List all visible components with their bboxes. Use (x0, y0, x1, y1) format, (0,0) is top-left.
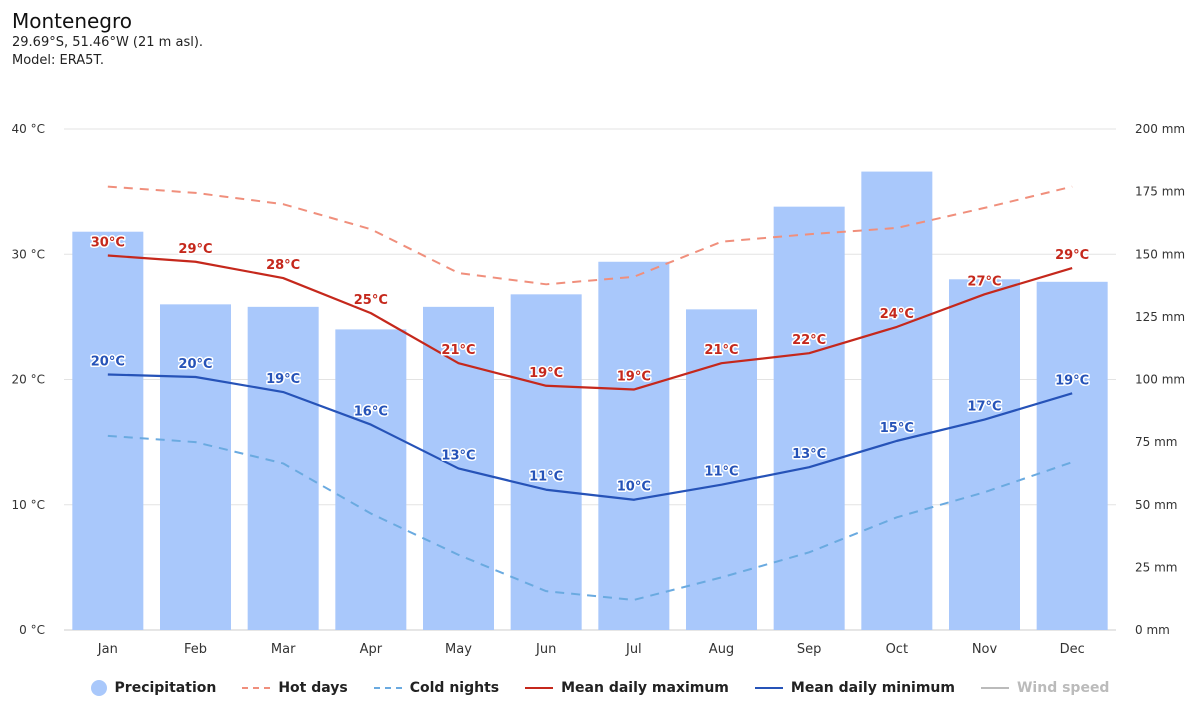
x-tick-label: Jun (535, 642, 556, 657)
x-tick-label: May (445, 642, 472, 657)
y-left-tick-label: 0 °C (19, 623, 45, 637)
dashed-line-icon (373, 687, 402, 689)
max-data-label: 29°C (1055, 248, 1089, 263)
max-data-label: 19°C (529, 366, 563, 381)
legend-label: Precipitation (114, 680, 217, 696)
y-right-tick-label: 75 mm (1135, 435, 1177, 449)
legend-label: Wind speed (1016, 680, 1110, 696)
min-data-label: 10°C (617, 480, 651, 495)
max-data-label: 21°C (704, 343, 738, 358)
y-right-tick-label: 125 mm (1135, 310, 1185, 324)
y-right-tick-label: 25 mm (1135, 560, 1177, 574)
min-data-label: 13°C (441, 448, 475, 463)
climate-chart: 0 °C 10 °C 20 °C 30 °C 40 °C 0 mm 25 mm 50 mm 75… (12, 122, 1186, 657)
legend-mean-max[interactable]: Mean daily maximum (525, 680, 729, 696)
legend-hot-days[interactable]: Hot days (242, 680, 348, 696)
max-data-label: 19°C (617, 370, 651, 385)
max-data-label: 22°C (792, 333, 826, 348)
y-right-tick-label: 50 mm (1135, 498, 1177, 512)
min-data-label: 19°C (1055, 373, 1089, 388)
precipitation-bar[interactable] (598, 261, 670, 630)
precipitation-bar[interactable] (510, 294, 582, 630)
x-tick-label: Jul (625, 642, 642, 657)
x-tick-label: Apr (360, 642, 383, 657)
min-data-label: 11°C (529, 470, 563, 485)
legend-label: Mean daily minimum (790, 680, 955, 696)
x-tick-label: Nov (972, 642, 998, 657)
x-tick-label: Jan (97, 642, 118, 657)
min-data-label: 16°C (354, 405, 388, 420)
max-data-label: 24°C (880, 307, 914, 322)
y-left-tick-label: 30 °C (12, 247, 45, 261)
max-data-label: 28°C (266, 258, 300, 273)
hot-days-line[interactable] (107, 185, 1073, 286)
max-data-label: 27°C (967, 274, 1001, 289)
line-icon (754, 687, 783, 689)
line-icon (525, 687, 554, 689)
max-data-label: 30°C (91, 236, 125, 251)
legend-cold-nights[interactable]: Cold nights (373, 680, 500, 696)
dashed-line-icon (242, 687, 271, 689)
precipitation-bar[interactable] (335, 329, 407, 630)
model-text: Model: ERA5T. (12, 53, 104, 68)
y-left-tick-label: 10 °C (12, 498, 45, 512)
min-data-label: 20°C (91, 354, 125, 369)
max-data-label: 29°C (178, 242, 212, 257)
x-tick-label: Dec (1060, 642, 1085, 657)
min-data-label: 17°C (967, 400, 1001, 415)
legend-wind-speed[interactable]: Wind speed (980, 680, 1110, 696)
precipitation-dot-icon (90, 680, 107, 696)
x-tick-label: Mar (271, 642, 296, 657)
legend-label: Cold nights (409, 680, 500, 696)
min-data-label: 13°C (792, 447, 826, 462)
x-tick-label: Feb (184, 642, 207, 657)
precipitation-bar[interactable] (773, 206, 845, 630)
legend-precipitation[interactable]: Precipitation (90, 680, 217, 696)
precipitation-bar[interactable] (949, 279, 1020, 630)
chart-header: Montenegro 29.69°S, 51.46°W (21 m asl). … (12, 8, 203, 70)
y-left-tick-label: 40 °C (12, 122, 45, 136)
y-right-tick-label: 150 mm (1135, 247, 1185, 261)
y-right-tick-label: 200 mm (1135, 122, 1185, 136)
mean-daily-maximum-line[interactable] (107, 254, 1073, 391)
precipitation-bar[interactable] (247, 306, 319, 630)
precipitation-bar[interactable] (1036, 281, 1108, 630)
precipitation-bar[interactable] (861, 171, 933, 630)
min-data-label: 15°C (880, 421, 914, 436)
y-right-tick-label: 0 mm (1135, 623, 1170, 637)
min-data-label: 11°C (704, 465, 738, 480)
max-data-label: 21°C (441, 343, 475, 358)
precipitation-bar[interactable] (72, 231, 144, 630)
line-icon (980, 687, 1009, 689)
x-tick-label: Sep (797, 642, 822, 657)
y-right-tick-label: 100 mm (1135, 373, 1185, 387)
coordinates-text: 29.69°S, 51.46°W (21 m asl). (12, 35, 204, 50)
chart-legend: Precipitation Hot days Cold nights Mean … (0, 676, 1200, 700)
cold-nights-line[interactable] (107, 434, 1073, 601)
min-data-label: 20°C (178, 357, 212, 372)
mean-daily-minimum-line[interactable] (107, 373, 1073, 501)
x-tick-label: Aug (709, 642, 734, 657)
x-tick-label: Oct (886, 642, 908, 657)
min-data-label: 19°C (266, 372, 300, 387)
location-title: Montenegro (12, 9, 133, 33)
precipitation-bar[interactable] (160, 304, 231, 630)
legend-label: Mean daily maximum (561, 680, 729, 696)
legend-mean-min[interactable]: Mean daily minimum (754, 680, 955, 696)
y-right-tick-label: 175 mm (1135, 185, 1185, 199)
y-left-tick-label: 20 °C (12, 373, 45, 387)
max-data-label: 25°C (354, 293, 388, 308)
legend-label: Hot days (278, 680, 348, 696)
